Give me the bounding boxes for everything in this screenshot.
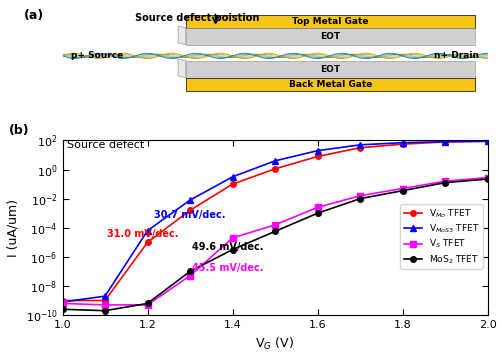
V$_S$ TFET (272, 223, 278, 227)
Bar (186, 15, 475, 28)
Text: Top Metal Gate: Top Metal Gate (292, 17, 368, 26)
Text: 49.6 mV/dec.: 49.6 mV/dec. (192, 242, 264, 252)
V$_{Mo}$ TFET (400, 142, 406, 146)
MoS$_2$ TFET (442, 180, 448, 185)
V$_S$ TFET (484, 176, 490, 180)
V$_{MoS3}$ TFET (442, 140, 448, 144)
V$_{MoS3}$ TFET (187, 198, 193, 202)
MoS$_2$ TFET (357, 197, 363, 201)
MoS$_2$ TFET (484, 177, 490, 181)
X-axis label: V$_G$ (V): V$_G$ (V) (256, 335, 294, 352)
Line: V$_{Mo}$ TFET: V$_{Mo}$ TFET (60, 138, 490, 303)
Line: V$_S$ TFET: V$_S$ TFET (60, 175, 490, 308)
V$_{MoS3}$ TFET (144, 229, 150, 233)
Bar (186, 28, 475, 44)
Text: Back Metal Gate: Back Metal Gate (288, 80, 372, 89)
MoS$_2$ TFET (314, 211, 320, 215)
Text: Source defect: Source defect (67, 140, 144, 150)
V$_{Mo}$ TFET (60, 298, 66, 303)
MoS$_2$ TFET (144, 301, 150, 305)
Y-axis label: I (uA/um): I (uA/um) (7, 199, 20, 257)
Text: EOT: EOT (320, 64, 340, 74)
MoS$_2$ TFET (272, 229, 278, 234)
V$_S$ TFET (230, 236, 235, 240)
V$_{Mo}$ TFET (230, 182, 235, 186)
V$_{MoS3}$ TFET (314, 148, 320, 153)
MoS$_2$ TFET (102, 309, 108, 313)
V$_S$ TFET (187, 274, 193, 278)
Bar (186, 61, 475, 78)
V$_S$ TFET (102, 303, 108, 307)
V$_{MoS3}$ TFET (400, 141, 406, 145)
Line: MoS$_2$ TFET: MoS$_2$ TFET (60, 176, 490, 314)
Text: (b): (b) (10, 124, 30, 137)
V$_S$ TFET (400, 186, 406, 190)
Text: (a): (a) (24, 9, 44, 22)
V$_{Mo}$ TFET (442, 140, 448, 144)
Line: V$_{MoS3}$ TFET: V$_{MoS3}$ TFET (60, 138, 490, 305)
V$_{Mo}$ TFET (357, 146, 363, 150)
Polygon shape (178, 59, 186, 78)
Text: p+ Source: p+ Source (71, 51, 123, 61)
V$_{MoS3}$ TFET (484, 139, 490, 143)
V$_{Mo}$ TFET (102, 298, 108, 303)
V$_{Mo}$ TFET (484, 139, 490, 143)
Text: EOT: EOT (320, 32, 340, 41)
Text: 30.7 mV/dec.: 30.7 mV/dec. (154, 210, 226, 220)
V$_{Mo}$ TFET (187, 208, 193, 213)
MoS$_2$ TFET (187, 269, 193, 273)
MoS$_2$ TFET (60, 307, 66, 312)
V$_{MoS3}$ TFET (60, 300, 66, 304)
V$_S$ TFET (357, 194, 363, 198)
V$_{Mo}$ TFET (272, 167, 278, 171)
Text: n+ Drain: n+ Drain (434, 51, 479, 61)
V$_{Mo}$ TFET (314, 155, 320, 159)
V$_S$ TFET (60, 301, 66, 305)
V$_{MoS3}$ TFET (272, 159, 278, 163)
Bar (186, 78, 475, 91)
V$_{MoS3}$ TFET (230, 175, 235, 179)
V$_{MoS3}$ TFET (357, 143, 363, 147)
Polygon shape (178, 26, 186, 44)
V$_S$ TFET (144, 303, 150, 307)
V$_S$ TFET (442, 179, 448, 183)
V$_{MoS3}$ TFET (102, 294, 108, 298)
V$_S$ TFET (314, 205, 320, 210)
MoS$_2$ TFET (230, 247, 235, 252)
V$_{Mo}$ TFET (144, 240, 150, 245)
Text: 31.0 mV/dec.: 31.0 mV/dec. (107, 229, 178, 239)
Text: Source defect poistion: Source defect poistion (135, 13, 259, 23)
MoS$_2$ TFET (400, 189, 406, 193)
Legend: V$_{Mo}$ TFET, V$_{MoS3}$ TFET, V$_S$ TFET, MoS$_2$ TFET: V$_{Mo}$ TFET, V$_{MoS3}$ TFET, V$_S$ TF… (400, 204, 483, 269)
Text: 45.5 mV/dec.: 45.5 mV/dec. (192, 263, 264, 273)
